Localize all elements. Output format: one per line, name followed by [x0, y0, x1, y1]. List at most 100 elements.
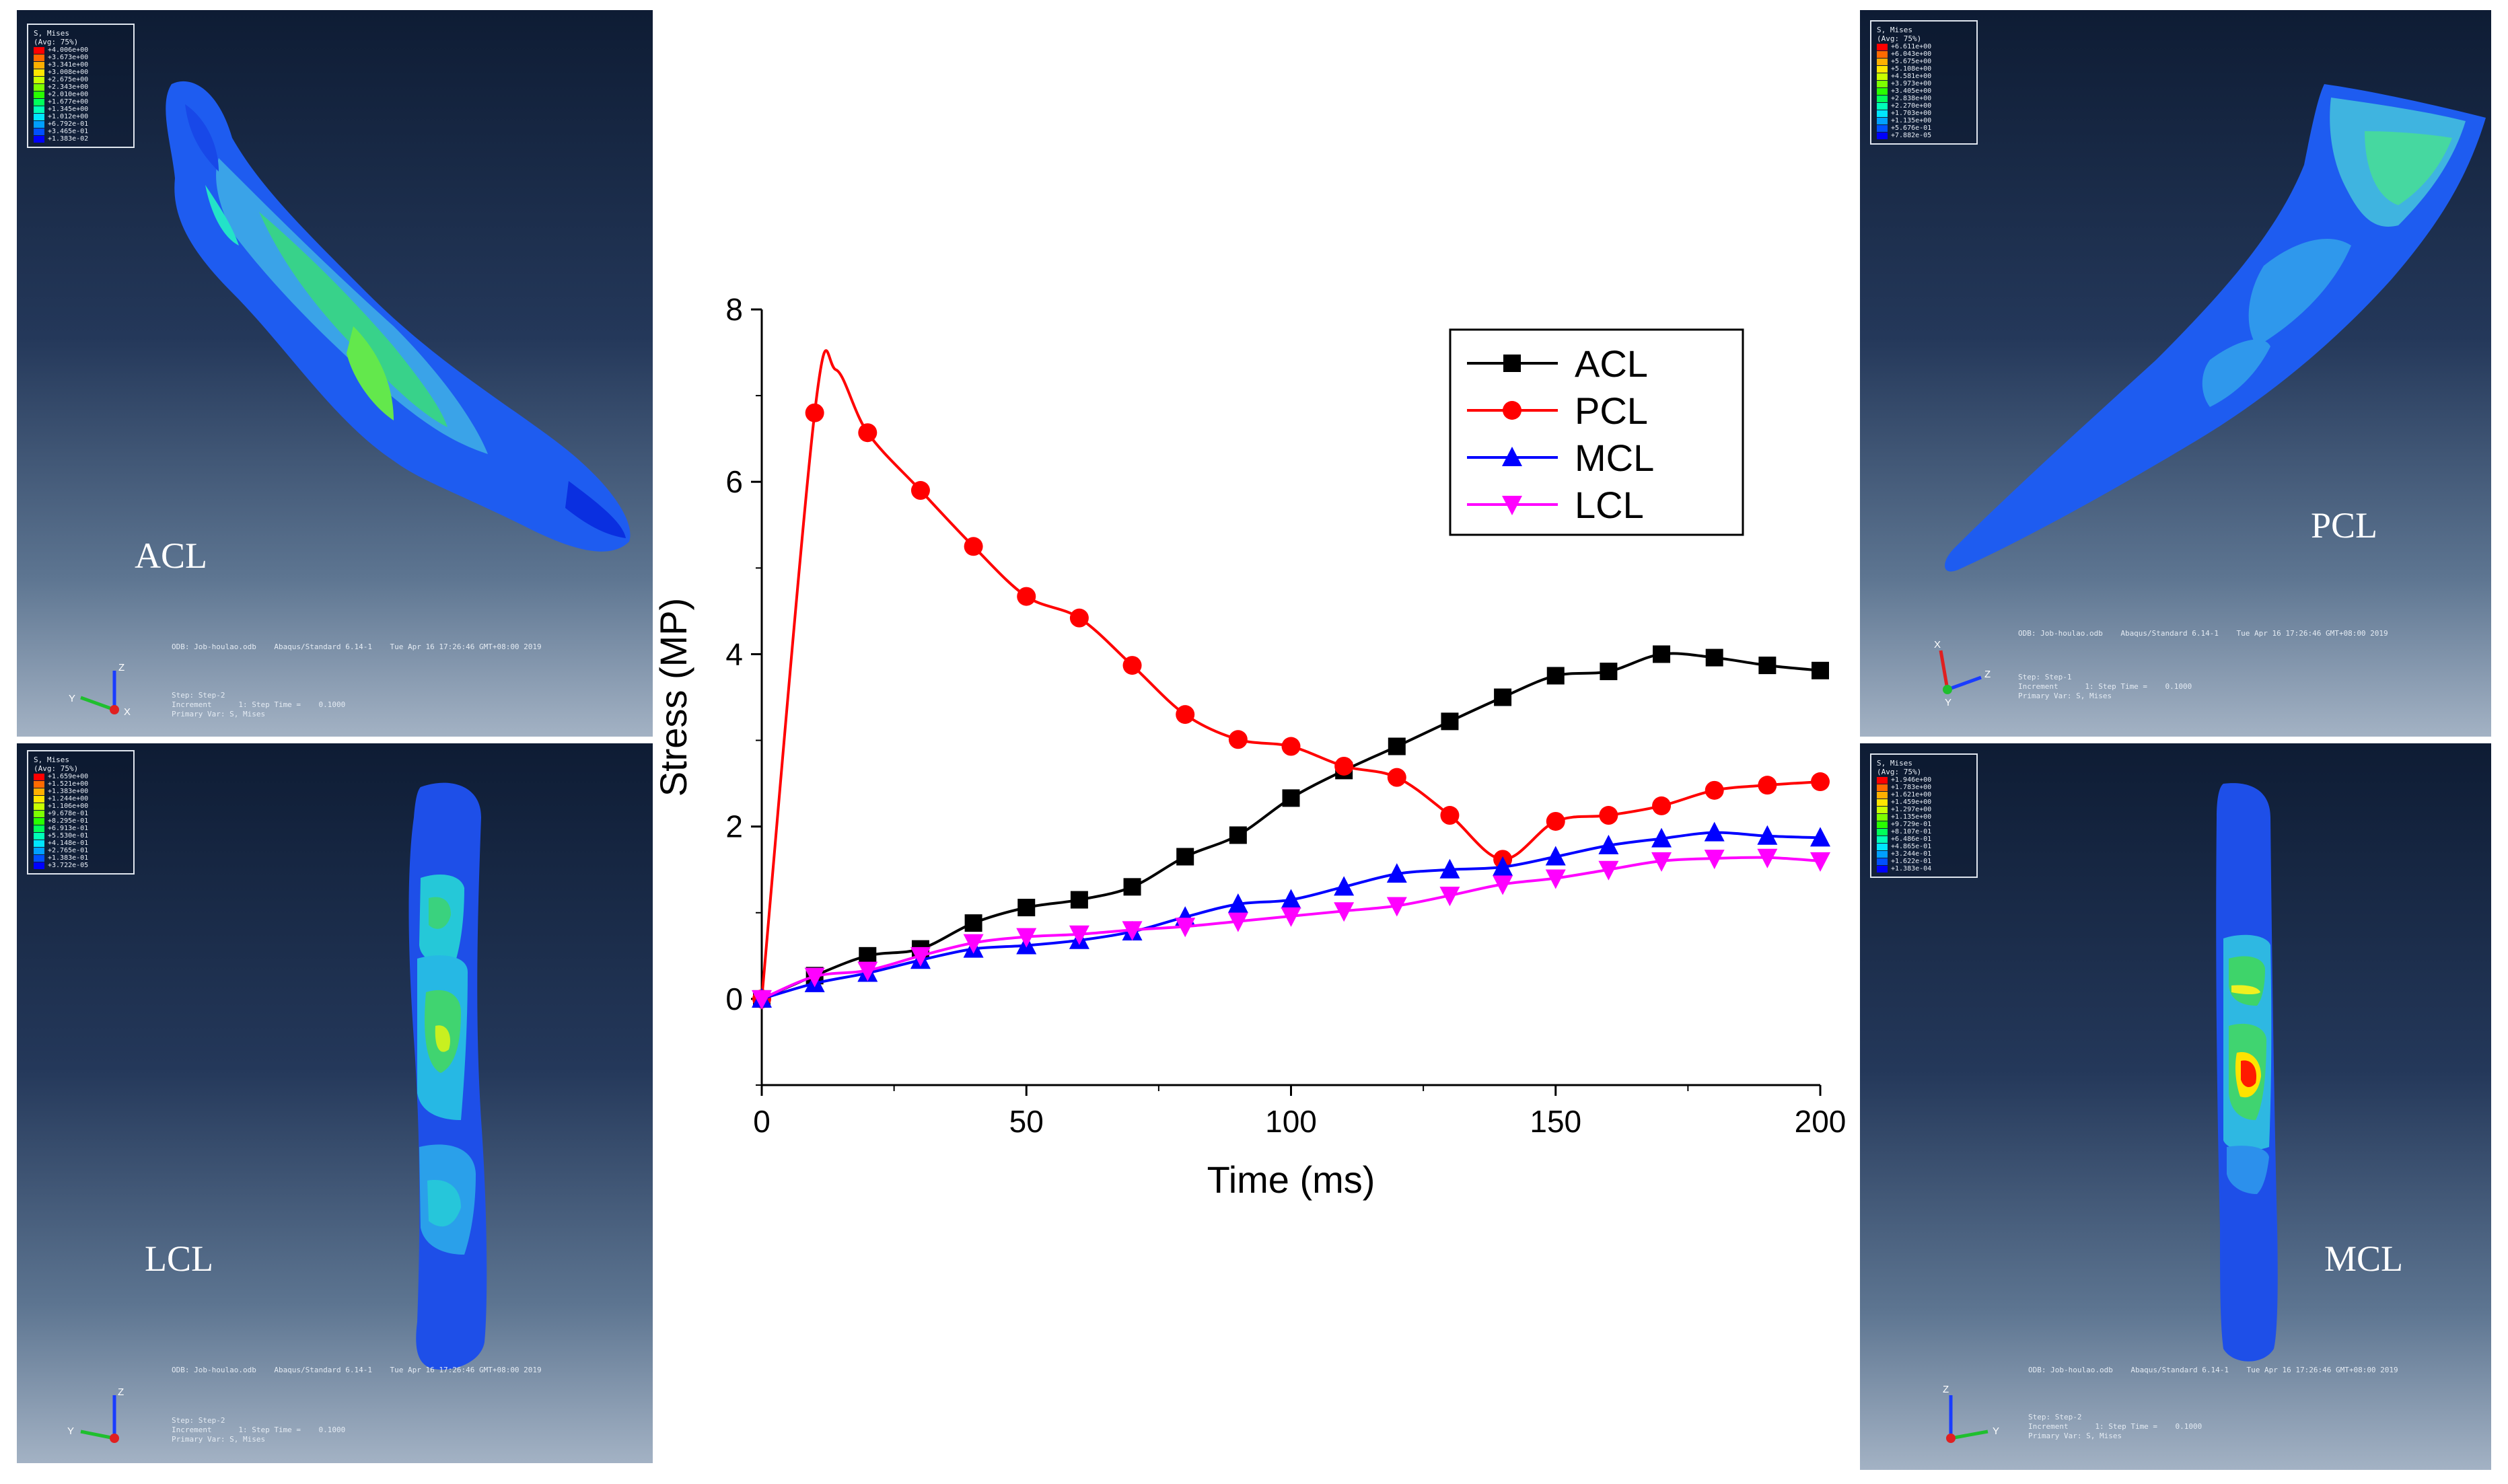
- contour-swatch: [1877, 806, 1888, 813]
- contour-value: +3.722e-05: [48, 862, 89, 869]
- legend-label: MCL: [1575, 437, 1654, 479]
- contour-value: +1.012e+00: [48, 113, 89, 120]
- x-tick-label: 0: [753, 1104, 771, 1139]
- pcl-odb-info: ODB: Job-houlao.odb Abaqus/Standard 6.14…: [2018, 629, 2388, 638]
- contour-swatch: [1877, 124, 1888, 132]
- acl-point: [1600, 663, 1618, 681]
- contour-swatch: [1877, 80, 1888, 87]
- mcl-step-info-2: Increment 1: Step Time = 0.1000: [2028, 1422, 2202, 1431]
- contour-swatch: [34, 128, 44, 135]
- contour-band: +6.611e+00: [1877, 43, 1971, 50]
- legend-marker: [1503, 401, 1521, 420]
- acl-contour-panel: S, Mises (Avg: 75%) +4.006e+00 +3.673e+00…: [17, 10, 653, 737]
- contour-swatch: [1877, 843, 1888, 850]
- triad-label-x: X: [124, 706, 131, 718]
- contour-band: +3.465e-01: [34, 128, 128, 135]
- contour-value: +1.383e-01: [48, 854, 89, 862]
- contour-band: +8.295e-01: [34, 817, 128, 825]
- mcl-point: [1651, 827, 1672, 848]
- contour-swatch: [34, 91, 44, 98]
- contour-band: +4.865e-01: [1877, 843, 1971, 850]
- contour-value: +2.675e+00: [48, 76, 89, 83]
- contour-band: +6.913e-01: [34, 825, 128, 832]
- contour-value: +1.659e+00: [48, 773, 89, 780]
- contour-band: +1.106e+00: [34, 803, 128, 810]
- acl-point: [964, 914, 982, 932]
- x-tick-label: 50: [1009, 1104, 1044, 1139]
- mcl-odb-info: ODB: Job-houlao.odb Abaqus/Standard 6.14…: [2028, 1366, 2398, 1374]
- pcl-point: [1069, 608, 1089, 628]
- lcl-point: [1810, 852, 1830, 872]
- contour-swatch: [34, 135, 44, 143]
- contour-value: +1.946e+00: [1891, 776, 1932, 784]
- contour-swatch: [1877, 87, 1888, 95]
- mcl-axis-triad: Z Y: [1943, 1384, 1999, 1443]
- pcl-point: [1122, 656, 1142, 675]
- contour-value: +3.341e+00: [48, 61, 89, 69]
- legend-label: ACL: [1575, 342, 1648, 385]
- mcl-point: [1598, 834, 1619, 854]
- contour-value: +6.043e+00: [1891, 50, 1932, 58]
- contour-swatch: [1877, 865, 1888, 873]
- lcl-contour-panel: S, Mises (Avg: 75%) +1.659e+00 +1.521e+00…: [17, 743, 653, 1463]
- stress-time-chart: 0 50 100 150 200 0 2 4 6 8 Time (ms) Stress (MP)…: [652, 292, 1846, 1201]
- contour-band: +1.622e-01: [1877, 858, 1971, 865]
- triad-label-z: Z: [118, 662, 124, 673]
- contour-band: +1.135e+00: [1877, 117, 1971, 124]
- y-axis-ticks: 0 2 4 6 8: [725, 292, 762, 1086]
- series-mcl: [752, 821, 1830, 1008]
- contour-value: +6.611e+00: [1891, 43, 1932, 50]
- mcl-step-info-1: Step: Step-2: [2028, 1413, 2082, 1421]
- contour-swatch: [34, 120, 44, 128]
- contour-swatch: [34, 773, 44, 780]
- contour-swatch: [34, 46, 44, 54]
- mcl-point: [1545, 846, 1566, 866]
- acl-color-legend: S, Mises (Avg: 75%) +4.006e+00 +3.673e+00…: [27, 24, 135, 148]
- contour-band: +4.006e+00: [34, 46, 128, 54]
- series-pcl: [752, 349, 1830, 1008]
- legend-title-line-2: (Avg: 75%): [1877, 768, 1922, 776]
- pcl-point: [910, 481, 930, 500]
- contour-band: +1.345e+00: [34, 106, 128, 113]
- acl-point: [1705, 648, 1723, 667]
- contour-swatch: [34, 98, 44, 106]
- acl-point: [859, 947, 877, 965]
- contour-band: +1.703e+00: [1877, 110, 1971, 117]
- contour-value: +2.765e-01: [48, 847, 89, 854]
- contour-band: +3.973e+00: [1877, 80, 1971, 87]
- mcl-point: [1334, 876, 1355, 896]
- pcl-axis-triad: X Z Y: [1934, 639, 1991, 708]
- contour-band: +4.148e-01: [34, 840, 128, 847]
- lcl-point: [1227, 912, 1248, 932]
- contour-value: +4.148e-01: [48, 840, 89, 847]
- mcl-contour-scale: +1.946e+00 +1.783e+00 +1.621e+00 +1.459e+00…: [1877, 776, 1971, 873]
- mcl-point: [1493, 856, 1513, 876]
- contour-band: +5.108e+00: [1877, 65, 1971, 73]
- x-axis-title: Time (ms): [1207, 1158, 1375, 1201]
- contour-band: +9.678e-01: [34, 810, 128, 817]
- mcl-point: [1281, 889, 1301, 909]
- lcl-point: [1439, 887, 1460, 907]
- mcl-point: [1704, 821, 1725, 842]
- contour-band: +4.581e+00: [1877, 73, 1971, 80]
- contour-band: +1.297e+00: [1877, 806, 1971, 813]
- contour-value: +1.135e+00: [1891, 117, 1932, 124]
- acl-point: [1494, 688, 1512, 706]
- contour-band: +1.459e+00: [1877, 799, 1971, 806]
- lcl-point: [1704, 850, 1725, 870]
- contour-value: +1.135e+00: [1891, 813, 1932, 821]
- contour-swatch: [1877, 776, 1888, 784]
- pcl-point: [1440, 806, 1460, 825]
- mcl-step-info-3: Primary Var: S, Mises: [2028, 1432, 2122, 1440]
- contour-swatch: [34, 61, 44, 69]
- legend-title-line-2: (Avg: 75%): [34, 764, 79, 773]
- contour-value: +1.783e+00: [1891, 784, 1932, 791]
- lcl-point: [1493, 875, 1513, 895]
- lcl-point: [1386, 897, 1407, 917]
- contour-band: +1.383e-02: [34, 135, 128, 143]
- contour-band: +1.135e+00: [1877, 813, 1971, 821]
- legend-title-line-1: S, Mises: [34, 29, 69, 38]
- contour-value: +5.108e+00: [1891, 65, 1932, 73]
- x-tick-label: 100: [1265, 1104, 1317, 1139]
- contour-value: +2.270e+00: [1891, 102, 1932, 110]
